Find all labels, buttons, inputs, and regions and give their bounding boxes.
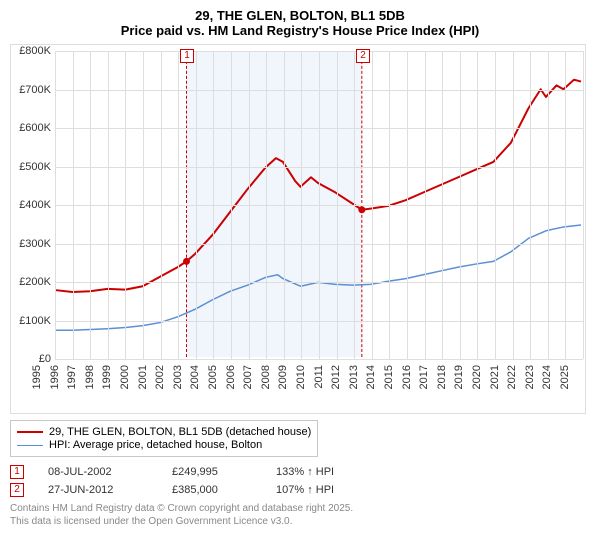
gridline-v xyxy=(495,51,496,359)
y-tick-label: £700K xyxy=(11,84,51,96)
sale-price: £249,995 xyxy=(172,466,252,478)
sale-date: 27-JUN-2012 xyxy=(48,484,148,496)
gridline-v xyxy=(337,51,338,359)
gridline-v xyxy=(231,51,232,359)
chart-title-block: 29, THE GLEN, BOLTON, BL1 5DB Price paid… xyxy=(10,8,590,38)
y-tick-label: £100K xyxy=(11,315,51,327)
y-tick-label: £300K xyxy=(11,238,51,250)
gridline-v xyxy=(108,51,109,359)
legend: 29, THE GLEN, BOLTON, BL1 5DB (detached … xyxy=(10,420,318,457)
gridline-v xyxy=(460,51,461,359)
gridline-v xyxy=(548,51,549,359)
gridline-v xyxy=(90,51,91,359)
x-tick-label: 2025 xyxy=(559,365,600,389)
sales-table: 1 08-JUL-2002 £249,995 133% ↑ HPI 2 27-J… xyxy=(10,465,590,497)
gridline-h xyxy=(55,359,583,360)
gridline-v xyxy=(442,51,443,359)
gridline-v xyxy=(125,51,126,359)
gridline-v xyxy=(301,51,302,359)
gridline-v xyxy=(213,51,214,359)
sale-date: 08-JUL-2002 xyxy=(48,466,148,478)
y-tick-label: £400K xyxy=(11,199,51,211)
chart-svg xyxy=(55,51,581,357)
sale-relative: 107% ↑ HPI xyxy=(276,484,334,496)
gridline-v xyxy=(249,51,250,359)
sales-row: 1 08-JUL-2002 £249,995 133% ↑ HPI xyxy=(10,465,590,479)
legend-swatch xyxy=(17,431,43,433)
gridline-v xyxy=(354,51,355,359)
gridline-v xyxy=(73,51,74,359)
footer-line: This data is licensed under the Open Gov… xyxy=(10,516,590,529)
y-tick-label: £600K xyxy=(11,122,51,134)
plot-region xyxy=(55,51,581,357)
footer: Contains HM Land Registry data © Crown c… xyxy=(10,503,590,528)
gridline-v xyxy=(583,51,584,359)
footer-line: Contains HM Land Registry data © Crown c… xyxy=(10,503,590,516)
gridline-v xyxy=(178,51,179,359)
sale-marker-box: 2 xyxy=(356,49,370,63)
gridline-v xyxy=(389,51,390,359)
gridline-v xyxy=(266,51,267,359)
y-tick-label: £0 xyxy=(11,353,51,365)
title-line-2: Price paid vs. HM Land Registry's House … xyxy=(10,23,590,38)
legend-label: HPI: Average price, detached house, Bolt… xyxy=(49,439,262,451)
sale-marker-box: 1 xyxy=(180,49,194,63)
sale-marker: 2 xyxy=(10,483,24,497)
y-tick-label: £200K xyxy=(11,276,51,288)
title-line-1: 29, THE GLEN, BOLTON, BL1 5DB xyxy=(10,8,590,23)
gridline-v xyxy=(530,51,531,359)
y-tick-label: £500K xyxy=(11,161,51,173)
gridline-v xyxy=(425,51,426,359)
legend-item: HPI: Average price, detached house, Bolt… xyxy=(17,439,311,451)
gridline-v xyxy=(196,51,197,359)
gridline-v xyxy=(55,51,56,359)
gridline-v xyxy=(161,51,162,359)
legend-label: 29, THE GLEN, BOLTON, BL1 5DB (detached … xyxy=(49,426,311,438)
gridline-v xyxy=(477,51,478,359)
sale-price: £385,000 xyxy=(172,484,252,496)
legend-item: 29, THE GLEN, BOLTON, BL1 5DB (detached … xyxy=(17,426,311,438)
y-tick-label: £800K xyxy=(11,45,51,57)
sale-marker: 1 xyxy=(10,465,24,479)
gridline-v xyxy=(372,51,373,359)
gridline-v xyxy=(565,51,566,359)
gridline-v xyxy=(407,51,408,359)
legend-swatch xyxy=(17,445,43,446)
gridline-v xyxy=(513,51,514,359)
sales-row: 2 27-JUN-2012 £385,000 107% ↑ HPI xyxy=(10,483,590,497)
gridline-v xyxy=(143,51,144,359)
chart-area: £0 £100K £200K £300K £400K £500K £600K £700K £80… xyxy=(10,44,586,414)
gridline-v xyxy=(284,51,285,359)
sale-relative: 133% ↑ HPI xyxy=(276,466,334,478)
gridline-v xyxy=(319,51,320,359)
